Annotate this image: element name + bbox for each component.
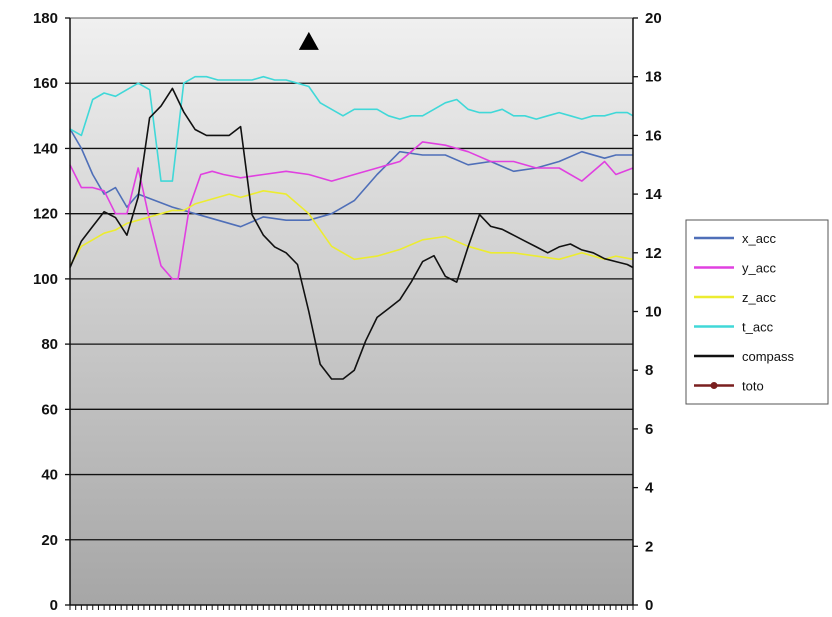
right-tick-label-10: 10 bbox=[645, 304, 662, 321]
plot-background bbox=[69, 17, 634, 606]
right-tick-label-20: 20 bbox=[645, 10, 662, 27]
legend-marker-toto bbox=[710, 382, 718, 389]
left-tick-label-120: 120 bbox=[33, 206, 58, 223]
series-line-t_acc bbox=[69, 75, 634, 182]
right-tick-label-2: 2 bbox=[645, 538, 653, 555]
left-tick-label-60: 60 bbox=[41, 401, 58, 418]
right-tick-label-0: 0 bbox=[645, 597, 653, 614]
left-tick-label-0: 0 bbox=[50, 597, 58, 614]
series-line-z_acc bbox=[69, 190, 634, 267]
left-tick-label-80: 80 bbox=[41, 336, 58, 353]
left-tick-label-160: 160 bbox=[33, 75, 58, 92]
legend-label-y_acc: y_acc bbox=[742, 261, 776, 276]
series-line-compass bbox=[69, 87, 634, 380]
series-line-x_acc bbox=[69, 128, 633, 228]
right-tick-label-16: 16 bbox=[645, 127, 662, 144]
legend-label-x_acc: x_acc bbox=[742, 231, 776, 246]
right-tick-label-12: 12 bbox=[645, 245, 662, 262]
left-tick-label-180: 180 bbox=[33, 10, 58, 27]
right-tick-label-4: 4 bbox=[645, 480, 654, 497]
right-tick-label-18: 18 bbox=[645, 69, 662, 86]
right-tick-label-8: 8 bbox=[645, 362, 653, 379]
left-tick-label-40: 40 bbox=[41, 467, 58, 484]
right-tick-label-6: 6 bbox=[645, 421, 653, 438]
legend-label-compass: compass bbox=[742, 349, 795, 364]
right-tick-label-14: 14 bbox=[645, 186, 662, 203]
left-tick-label-20: 20 bbox=[41, 532, 58, 549]
triangle-marker bbox=[298, 31, 319, 50]
axes: 0 20 40 60 80 100 120 140 160 180 0 2 4 6 8 10 12 14 16 18 2… bbox=[33, 10, 662, 614]
series-lines bbox=[69, 75, 634, 380]
legend-label-z_acc: z_acc bbox=[742, 290, 776, 305]
left-tick-label-140: 140 bbox=[33, 140, 58, 157]
series-line-y_acc bbox=[69, 141, 634, 280]
left-tick-label-100: 100 bbox=[33, 271, 58, 288]
annotations bbox=[298, 31, 319, 50]
legend-label-toto: toto bbox=[742, 379, 764, 394]
legend-box bbox=[685, 219, 829, 405]
legend-label-t_acc: t_acc bbox=[742, 320, 774, 335]
